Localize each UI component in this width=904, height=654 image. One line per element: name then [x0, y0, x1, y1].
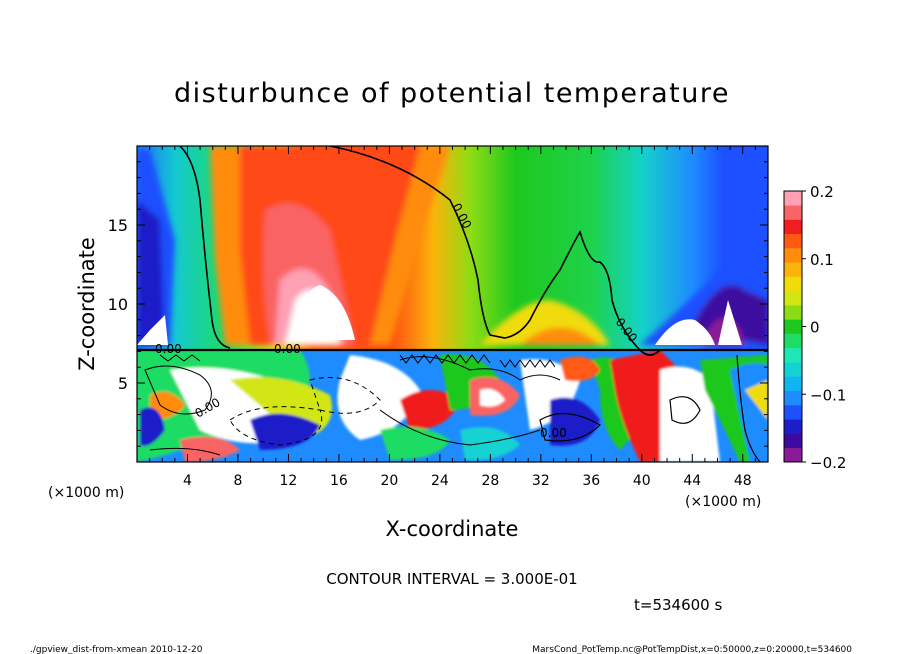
colorbar-swatch: [784, 248, 802, 263]
colorbar-tick-label: −0.2: [810, 454, 846, 472]
lower-field-patches: [137, 350, 768, 462]
contour-lower-6: [399, 356, 561, 381]
y-tick-label: 15: [108, 216, 128, 235]
contour-lower-8: [149, 447, 221, 456]
x-tick-label: 28: [481, 473, 499, 489]
colorbar-swatch: [784, 290, 802, 306]
x-tick-label: 48: [734, 473, 752, 489]
chart-title: disturbunce of potential temperature: [174, 78, 730, 109]
x-tick-label: 36: [582, 473, 600, 489]
colorbar-swatch: [784, 419, 802, 434]
upper-white-blob-1: [290, 285, 355, 340]
upper-white-blob-3: [137, 315, 168, 345]
colorbar-swatch: [784, 333, 802, 349]
contour-lower-1: [144, 365, 212, 415]
y-tick-label: 10: [108, 295, 128, 314]
colorbar-swatch: [784, 191, 802, 206]
colorbar-swatch: [784, 404, 802, 420]
colorbar-swatch: [784, 376, 802, 391]
contour-lower-7: [736, 354, 761, 462]
x-axis-label: X-coordinate: [386, 517, 519, 541]
y-axis-label: Z-coordinate: [75, 237, 99, 371]
colorbar-swatch: [784, 262, 802, 277]
y-axis: 5 10 15: [108, 145, 768, 463]
x-axis: 4 8 12 16 20 24 28 32 36 40 44 48: [136, 146, 769, 489]
footer-right: MarsCond_PotTemp.nc@PotTempDist,x=0:5000…: [532, 645, 852, 654]
time-text: t=534600 s: [634, 596, 722, 614]
x-tick-label: 12: [280, 473, 298, 489]
contour-lower-9: [379, 409, 541, 446]
contour-noise: [159, 354, 556, 368]
x-unit-right: (×1000 m): [685, 494, 761, 510]
contour-lines: [137, 146, 768, 462]
x-tick-label: 20: [380, 473, 398, 489]
colorbar-swatch: [784, 347, 802, 363]
x-tick-label: 24: [431, 473, 449, 489]
colorbar-swatch: [784, 319, 802, 334]
upper-field-anomalies: [137, 146, 768, 345]
x-tick-label: 16: [330, 473, 348, 489]
colorbar-tick-label: 0: [810, 319, 820, 337]
plot-area: 0.00 0.00 0.00 0.00 0.00 0.00: [137, 146, 768, 462]
contour-zero-right: [639, 349, 661, 356]
colorbar-tick-label: 0.1: [810, 251, 834, 269]
contour-zero-upper-middle: [329, 146, 641, 351]
colorbar-swatch: [784, 433, 802, 449]
x-tick-label: 44: [683, 473, 701, 489]
x-tick-label: 8: [233, 473, 242, 489]
upper-white-blob-2: [655, 319, 715, 345]
contour-label-4: 0.00: [155, 342, 182, 356]
contour-label-6: 0.00: [540, 426, 567, 440]
contour-lower-4: [539, 412, 601, 442]
colorbar-swatch: [784, 205, 802, 220]
colorbar-swatch: [784, 305, 802, 320]
colorbar-swatch: [784, 447, 802, 463]
colorbar-tick-label: 0.2: [810, 183, 834, 201]
x-tick-label: 4: [183, 473, 192, 489]
contour-lower-2: [229, 406, 322, 446]
colorbar-swatch: [784, 390, 802, 406]
x-tick-label: 32: [532, 473, 550, 489]
colorbar: [784, 191, 802, 463]
x-tick-label: 40: [633, 473, 651, 489]
contour-label-3: 0.00: [274, 342, 301, 356]
colorbar-swatch: [784, 219, 802, 235]
y-tick-label: 5: [118, 374, 128, 393]
colorbar-swatch: [784, 362, 802, 377]
colorbar-ticks: 0.2 0.1 0 −0.1 −0.2: [802, 183, 846, 472]
x-unit-left: (×1000 m): [48, 485, 124, 501]
contour-lower-3: [309, 377, 381, 414]
footer-left: ./gpview_dist-from-xmean 2010-12-20: [30, 645, 203, 654]
upper-white-blob-4: [718, 300, 742, 345]
colorbar-tick-label: −0.1: [810, 386, 846, 404]
contour-lower-5: [669, 396, 701, 424]
contour-interval-text: CONTOUR INTERVAL = 3.000E-01: [326, 570, 577, 588]
colorbar-swatch: [784, 233, 802, 249]
colorbar-swatch: [784, 276, 802, 292]
contour-zero-upper-left: [179, 146, 231, 349]
